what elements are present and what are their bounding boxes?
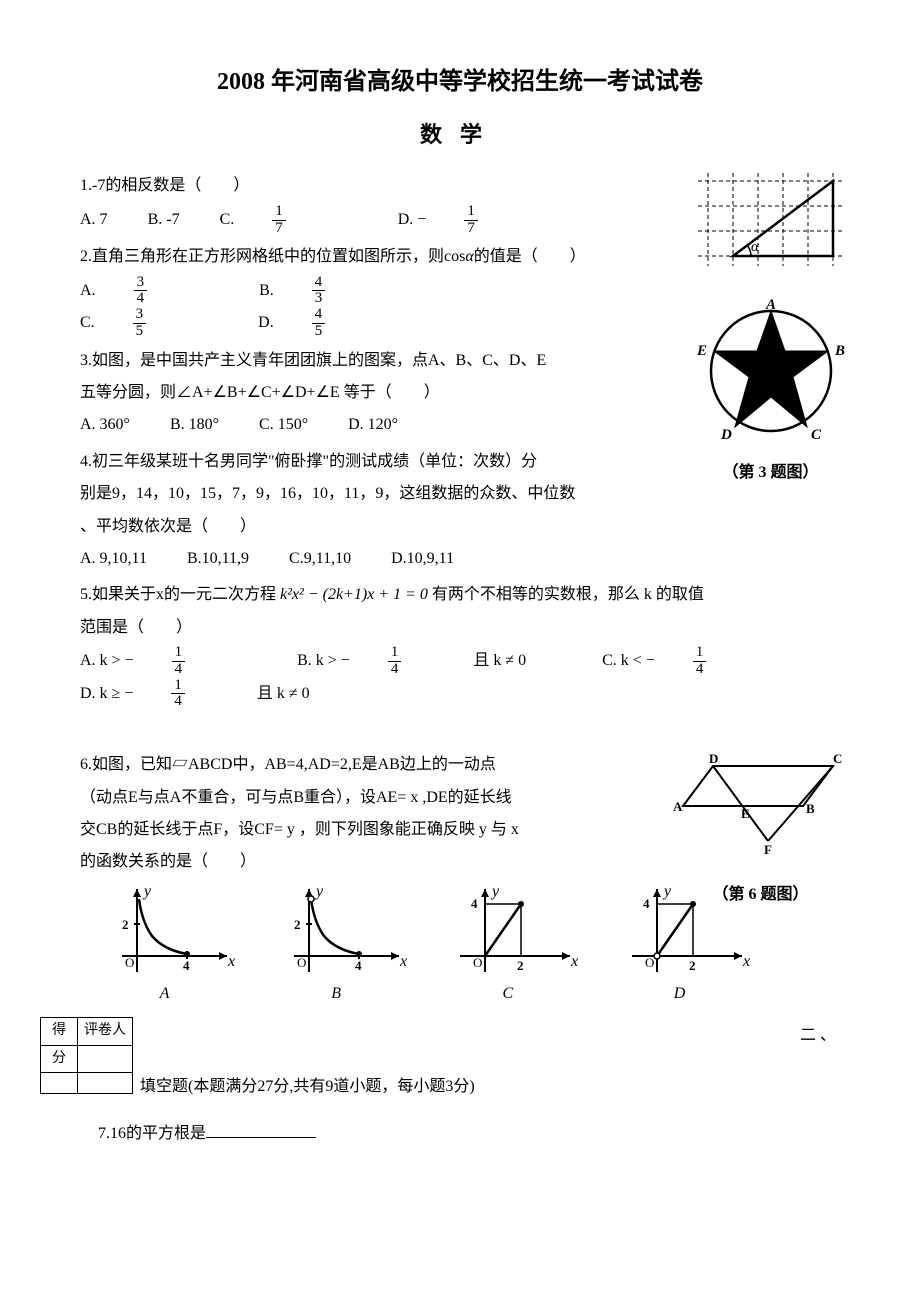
score-table: 得评卷人 分 <box>40 1017 133 1094</box>
q1-opt-a: A. 7 <box>80 205 108 235</box>
svg-text:4: 4 <box>183 958 190 973</box>
svg-text:A: A <box>765 299 776 313</box>
exam-subject: 数学 <box>80 114 840 156</box>
section2-label: 填空题(本题满分27分,共有9道小题，每小题3分) <box>140 1072 840 1102</box>
q5-opt-d: D. k ≥ −14 且 k ≠ 0 <box>80 678 346 711</box>
svg-text:O: O <box>297 955 306 970</box>
figure-q6: D C A B E F （第 6 题图） <box>673 751 848 910</box>
q5-opt-a: A. k > −14 <box>80 645 257 678</box>
figure-q3: A B C D E （第 3 题图） <box>693 299 848 488</box>
q4-opt-a: A. 9,10,11 <box>80 544 147 574</box>
svg-text:2: 2 <box>689 958 696 973</box>
q2-opt-b: B. 43 <box>259 275 397 308</box>
q5-opt-b: B. k > −14 且 k ≠ 0 <box>297 645 562 678</box>
q1-text: 1.-7的相反数是（ ） <box>80 171 610 201</box>
svg-text:x: x <box>742 953 750 970</box>
svg-text:F: F <box>764 842 772 857</box>
q1-options: A. 7 B. -7 C. 17 D. −17 <box>80 204 610 237</box>
q6-line1: 6.如图，已知▱ABCD中，AB=4,AD=2,E是AB边上的一动点 <box>80 750 610 780</box>
q3-line1: 3.如图，是中国共产主义青年团团旗上的图案，点A、B、C、D、E <box>80 346 610 376</box>
svg-text:x: x <box>227 953 235 970</box>
svg-text:α: α <box>751 239 760 255</box>
q2-opt-d: D. 45 <box>258 307 397 340</box>
svg-text:B: B <box>806 801 815 816</box>
q4-options: A. 9,10,11 B.10,11,9 C.9,11,10 D.10,9,11 <box>80 544 840 574</box>
q3-opt-d: D. 120° <box>348 410 398 440</box>
q6-graph-c: x y O 4 2 C <box>435 884 580 1009</box>
q7-blank <box>206 1121 316 1138</box>
q1-opt-b: B. -7 <box>148 205 180 235</box>
q6-line2: （动点E与点A不重合，可与点B重合），设AE= x ,DE的延长线 <box>80 783 610 813</box>
q3-options: A. 360° B. 180° C. 150° D. 120° <box>80 410 610 440</box>
figure-q2: α <box>693 171 848 292</box>
figure-q3-caption: （第 3 题图） <box>693 458 848 488</box>
svg-text:O: O <box>125 955 134 970</box>
q3-line2: 五等分圆，则∠A+∠B+∠C+∠D+∠E 等于（ ） <box>80 378 610 408</box>
q2-opt-a: A. 34 <box>80 275 219 308</box>
q2-text: 2.直角三角形在正方形网格纸中的位置如图所示，则cosα的值是（ ） <box>80 242 610 272</box>
q4-line3: 、平均数依次是（ ） <box>80 512 840 542</box>
svg-text:y: y <box>142 884 152 900</box>
q5-line1: 5.如果关于x的一元二次方程 k²x² − (2k+1)x + 1 = 0 有两… <box>80 580 840 610</box>
svg-text:4: 4 <box>643 896 650 911</box>
q7-text: 7.16的平方根是 <box>98 1119 840 1149</box>
svg-text:A: A <box>673 799 683 814</box>
q4-opt-d: D.10,9,11 <box>391 544 454 574</box>
q5-options: A. k > −14 B. k > −14 且 k ≠ 0 C. k < −14… <box>80 645 840 710</box>
q5-line2: 范围是（ ） <box>80 613 840 643</box>
svg-text:x: x <box>399 953 407 970</box>
figure-q6-caption: （第 6 题图） <box>673 880 848 910</box>
svg-text:4: 4 <box>471 896 478 911</box>
q6-line3: 交CB的延长线于点F，设CF= y ，则下列图象能正确反映 y 与 x <box>80 815 610 845</box>
q4-line1: 4.初三年级某班十名男同学"俯卧撑"的测试成绩（单位：次数）分 <box>80 447 610 477</box>
svg-text:4: 4 <box>355 958 362 973</box>
section2-prefix: 二 、 <box>143 1021 840 1051</box>
svg-text:2: 2 <box>122 917 129 932</box>
q1-opt-c: C. 17 <box>220 204 358 237</box>
q3-opt-b: B. 180° <box>170 410 219 440</box>
q5-opt-c: C. k < −14 <box>602 645 778 678</box>
exam-title: 2008 年河南省高级中等学校招生统一考试试卷 <box>80 60 840 106</box>
svg-text:y: y <box>314 884 324 900</box>
svg-text:E: E <box>696 343 707 359</box>
svg-text:x: x <box>570 953 578 970</box>
svg-text:B: B <box>834 343 845 359</box>
svg-text:O: O <box>473 955 482 970</box>
svg-text:y: y <box>662 884 672 900</box>
q3-opt-a: A. 360° <box>80 410 130 440</box>
svg-text:2: 2 <box>294 917 301 932</box>
q3-opt-c: C. 150° <box>259 410 308 440</box>
q4-opt-c: C.9,11,10 <box>289 544 351 574</box>
q6-graph-a: x y O 2 4 A <box>92 884 237 1009</box>
svg-text:D: D <box>709 751 718 766</box>
svg-text:y: y <box>490 884 500 900</box>
q6-graph-b: x y O 2 4 B <box>264 884 409 1009</box>
q2-opt-c: C. 35 <box>80 307 218 340</box>
svg-text:C: C <box>833 751 842 766</box>
content-area: α A B C D E （第 3 题图） 1.-7的相反数是（ ） A. 7 B… <box>80 171 840 1149</box>
q4-opt-b: B.10,11,9 <box>187 544 249 574</box>
svg-text:D: D <box>720 427 732 443</box>
svg-text:E: E <box>741 806 750 821</box>
svg-text:O: O <box>645 955 654 970</box>
svg-text:C: C <box>811 427 822 443</box>
q2-options: A. 34 B. 43 C. 35 D. 45 <box>80 275 610 340</box>
q1-opt-d: D. −17 <box>398 204 550 237</box>
q6-graphs: x y O 2 4 A x y O 2 <box>92 884 752 1009</box>
q6-line4: 的函数关系的是（ ） <box>80 847 610 877</box>
svg-text:2: 2 <box>517 958 524 973</box>
